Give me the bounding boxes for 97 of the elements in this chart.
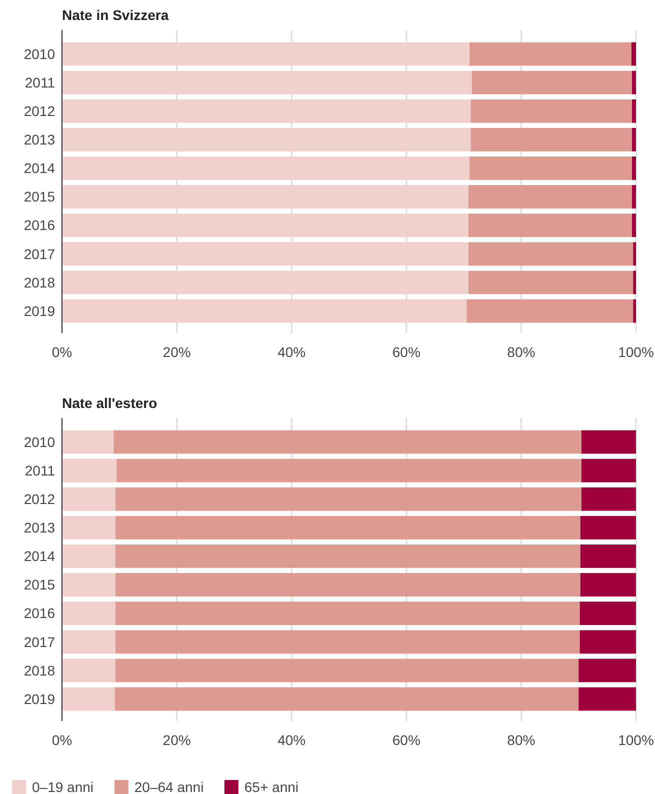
bar — [632, 99, 636, 123]
bar — [631, 42, 636, 66]
bar — [468, 214, 632, 238]
bar — [116, 458, 582, 482]
y-tick-label: 2016 — [24, 217, 56, 234]
legend-label: 0–19 anni — [32, 778, 94, 794]
bar — [632, 214, 636, 238]
y-tick-label: 2013 — [24, 132, 56, 148]
x-tick-label: 20% — [162, 344, 191, 360]
x-tick-label: 20% — [162, 732, 191, 748]
bar — [115, 573, 580, 596]
y-tick-label: 2018 — [24, 274, 56, 290]
y-tick-label: 2017 — [24, 246, 56, 262]
bar — [114, 687, 579, 711]
bar — [468, 270, 634, 294]
bar — [62, 573, 116, 596]
y-tick-label: 2013 — [24, 520, 56, 536]
y-tick-label: 2014 — [24, 548, 56, 564]
y-tick-label: 2011 — [24, 74, 56, 90]
x-tick-label: 60% — [392, 732, 420, 748]
bar — [62, 156, 470, 180]
bar — [470, 156, 632, 180]
bar — [581, 458, 636, 482]
bar — [633, 242, 636, 266]
y-tick-label: 2017 — [24, 634, 56, 650]
x-tick-label: 40% — [278, 732, 306, 748]
bar — [580, 516, 636, 540]
y-tick-label: 2015 — [24, 576, 56, 593]
y-tick-label: 2014 — [24, 160, 56, 176]
bar — [580, 602, 636, 626]
x-tick-label: 0% — [52, 732, 72, 748]
y-tick-label: 2015 — [24, 188, 56, 205]
x-tick-label: 80% — [507, 344, 536, 360]
bar — [62, 128, 471, 152]
bar — [115, 487, 582, 511]
bar — [578, 658, 636, 682]
y-tick-label: 2010 — [24, 434, 56, 450]
bar — [62, 602, 116, 626]
x-tick-label: 100% — [618, 344, 654, 360]
bar — [581, 487, 636, 511]
bar — [62, 185, 468, 208]
bar — [580, 544, 636, 568]
bar — [580, 630, 636, 654]
bar — [115, 544, 580, 568]
legend-label: 20–64 anni — [134, 778, 204, 794]
bar — [633, 270, 636, 294]
bar — [466, 299, 634, 323]
x-tick-label: 0% — [52, 344, 72, 360]
bar — [62, 687, 115, 711]
x-tick-label: 100% — [618, 732, 654, 748]
chart-title: Nate in Svizzera — [62, 7, 169, 23]
bar — [468, 185, 632, 208]
chart-title: Nate all'estero — [62, 395, 158, 411]
bar — [468, 242, 634, 266]
x-tick-label: 40% — [278, 344, 306, 360]
bar — [114, 430, 582, 454]
bar — [62, 99, 471, 123]
bar — [62, 487, 116, 511]
bar — [632, 156, 636, 180]
bar — [62, 458, 117, 482]
bar — [62, 430, 114, 454]
y-tick-label: 2019 — [24, 302, 56, 319]
bar — [115, 602, 580, 626]
bar — [470, 99, 632, 123]
bar — [62, 658, 116, 682]
bar — [115, 630, 580, 654]
bar — [472, 70, 632, 94]
bar — [633, 299, 636, 323]
bar — [62, 242, 468, 266]
y-tick-label: 2016 — [24, 605, 56, 622]
bar — [62, 42, 470, 66]
bar — [470, 128, 632, 152]
bar — [580, 573, 636, 596]
bar — [581, 430, 636, 454]
bar — [62, 544, 116, 568]
x-tick-label: 80% — [507, 732, 536, 748]
bar — [578, 687, 636, 711]
bar — [62, 70, 472, 94]
y-tick-label: 2012 — [24, 103, 56, 120]
bar — [632, 185, 636, 208]
y-tick-label: 2011 — [24, 462, 56, 478]
bar — [115, 658, 579, 682]
bar — [632, 128, 636, 152]
bar — [632, 70, 636, 94]
bar — [62, 214, 468, 238]
bar — [115, 516, 580, 540]
y-tick-label: 2018 — [24, 662, 56, 678]
legend-label: 65+ anni — [244, 778, 299, 794]
bar — [62, 516, 116, 540]
y-tick-label: 2019 — [24, 690, 56, 707]
x-tick-label: 60% — [392, 344, 420, 360]
y-tick-label: 2012 — [24, 491, 56, 508]
bar — [62, 299, 467, 323]
y-tick-label: 2010 — [24, 46, 56, 62]
bar — [470, 42, 632, 66]
bar — [62, 270, 468, 294]
bar — [62, 630, 116, 654]
